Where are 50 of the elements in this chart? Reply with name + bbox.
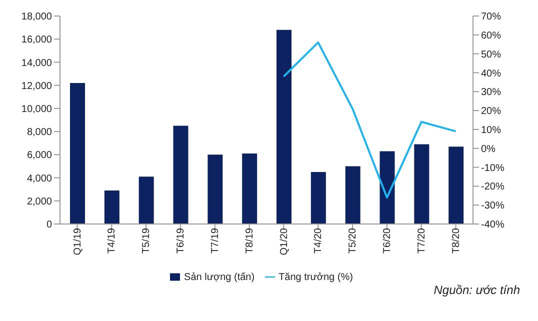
legend-label: Tăng trưởng (%)	[278, 272, 353, 283]
x-tick-label: T6/19	[176, 228, 187, 254]
y2-tick-label: 10%	[481, 125, 502, 136]
bar	[242, 154, 258, 224]
x-tick-label: Q1/20	[278, 228, 290, 256]
y-tick-label: 12,000	[21, 80, 52, 92]
bar	[310, 172, 326, 224]
x-tick-label: T8/19	[244, 228, 256, 254]
line-series	[282, 41, 457, 199]
y-tick-label: 2,000	[26, 196, 52, 208]
bar	[104, 190, 120, 224]
x-tick-label: T4/20	[313, 228, 324, 254]
text: Nguồn: ước tính	[432, 283, 521, 297]
x-tick-label: T7/19	[210, 228, 221, 254]
x-tick-label: T6/20	[382, 228, 394, 254]
y-tick-label: 8,000	[26, 127, 52, 138]
y2-tick-label: 60%	[481, 30, 502, 42]
x-tick-label: T5/19	[141, 228, 152, 254]
bar	[380, 151, 395, 224]
y2-tick-label: 20%	[481, 106, 502, 118]
bar	[173, 126, 188, 224]
x-tick-label: Q1/19	[72, 228, 84, 256]
y2-tick-label: 70%	[481, 12, 502, 23]
y-tick-label: 16,000	[21, 34, 52, 46]
y2-tick-label: -20%	[481, 182, 504, 193]
bar	[138, 176, 154, 224]
bar	[345, 166, 360, 224]
y2-tick-label: 0%	[481, 144, 496, 155]
bar	[208, 154, 223, 224]
x-tick-label: T4/19	[106, 228, 118, 254]
x-tick-label: T8/20	[450, 228, 462, 254]
y-tick-label: 14,000	[21, 58, 52, 69]
y-tick-label: 6,000	[26, 150, 52, 162]
legend-label: Sản lượng (tấn)	[184, 272, 255, 283]
y-tick-label: 18,000	[21, 12, 52, 23]
y2-tick-label: 50%	[481, 49, 502, 60]
y2-tick-label: 40%	[481, 68, 502, 80]
y2-tick-label: -30%	[481, 200, 504, 212]
y2-tick-label: 30%	[481, 87, 502, 98]
y2-tick-label: -10%	[481, 162, 504, 174]
bar	[276, 30, 292, 224]
bar	[70, 83, 85, 224]
bar	[414, 144, 430, 224]
y2-tick-label: -40%	[481, 220, 504, 231]
x-tick-label: T7/20	[416, 228, 428, 254]
x-tick-label: T5/20	[348, 228, 359, 254]
y-tick-label: 10,000	[21, 104, 52, 115]
bar	[448, 146, 464, 224]
y-tick-label: 4,000	[26, 173, 52, 184]
y-tick-label: 0	[46, 220, 52, 231]
